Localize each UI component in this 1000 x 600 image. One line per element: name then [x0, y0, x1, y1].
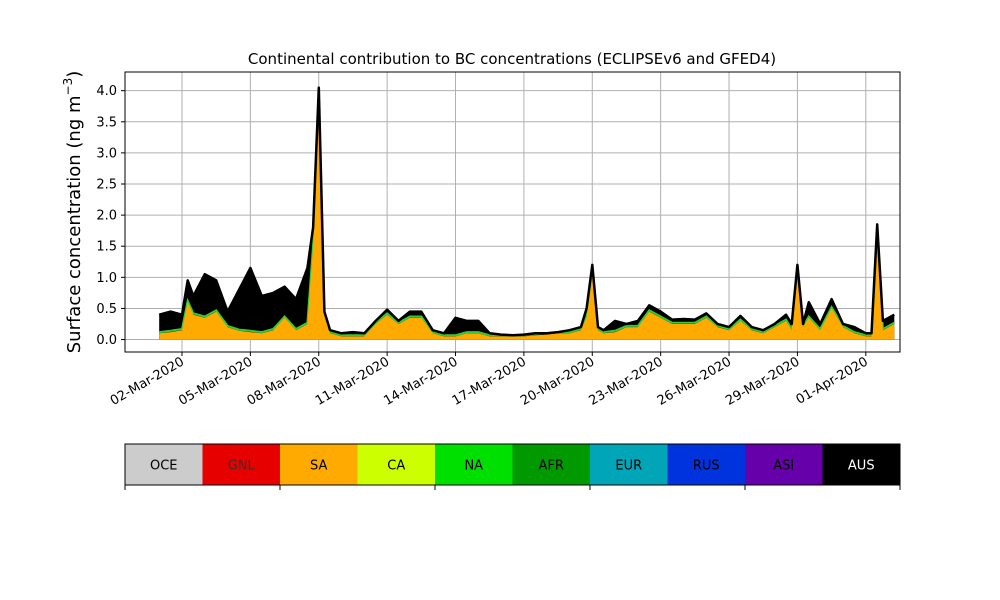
legend: OCE GNL SA CA NA AFR EUR RUS ASI AUS — [124, 443, 901, 490]
x-tick-label: 08-Mar-2020 — [245, 354, 324, 408]
y-tick-label: 0.0 — [96, 333, 117, 348]
y-axis-label-exponent: −3 — [61, 78, 75, 96]
y-tick-label: 2.0 — [96, 209, 117, 224]
y-tick-label: 1.0 — [96, 271, 117, 286]
legend-swatch-ca — [357, 444, 436, 485]
legend-label-aus: AUS — [848, 459, 875, 474]
x-tick-label: 17-Mar-2020 — [450, 354, 529, 408]
legend-label-afr: AFR — [539, 459, 564, 474]
y-tick-label: 2.5 — [96, 178, 117, 193]
x-tick-label: 14-Mar-2020 — [381, 354, 460, 408]
y-tick-label: 4.0 — [96, 84, 117, 99]
legend-frame — [124, 443, 901, 486]
x-tick-label: 11-Mar-2020 — [313, 354, 392, 408]
total-line — [158, 86, 895, 337]
legend-swatch-gnl — [202, 444, 281, 485]
legend-swatch-sa — [280, 444, 358, 485]
x-tick-label: 02-Mar-2020 — [108, 354, 187, 408]
legend-swatch-afr — [512, 444, 591, 485]
series-area-aus — [159, 87, 895, 340]
y-tick-label: 3.5 — [96, 115, 117, 130]
y-axis-label-close: ) — [64, 71, 85, 78]
y-axis-label-main: Surface concentration (ng m — [64, 95, 85, 353]
x-tick-label: 05-Mar-2020 — [176, 354, 255, 408]
plot-areas — [158, 86, 895, 340]
legend-label-sa: SA — [310, 459, 327, 474]
legend-label-rus: RUS — [693, 459, 720, 474]
legend-swatch-aus — [822, 444, 901, 485]
x-tick-label: 20-Mar-2020 — [518, 354, 597, 408]
legend-label-eur: EUR — [615, 459, 642, 474]
x-tick-label: 01-Apr-2020 — [794, 354, 871, 407]
y-axis-label: Surface concentration (ng m−3) — [61, 71, 85, 354]
x-tick-label: 23-Mar-2020 — [587, 354, 666, 408]
legend-label-oce: OCE — [150, 459, 178, 474]
legend-swatch-eur — [590, 444, 668, 485]
chart-title: Continental contribution to BC concentra… — [248, 50, 776, 68]
legend-swatch-na — [435, 444, 513, 485]
legend-label-ca: CA — [387, 459, 405, 474]
y-tick-label: 3.0 — [96, 146, 117, 161]
x-tick-label: 26-Mar-2020 — [655, 354, 734, 408]
legend-swatch-asi — [745, 444, 823, 485]
legend-label-gnl: GNL — [228, 459, 256, 474]
legend-label-na: NA — [464, 459, 483, 474]
y-tick-label: 0.5 — [96, 302, 117, 317]
x-tick-label: 29-Mar-2020 — [723, 354, 802, 408]
legend-label-asi: ASI — [773, 459, 794, 474]
legend-swatch-oce — [125, 444, 203, 485]
y-axis-ticks: 0.0 0.5 1.0 1.5 2.0 2.5 3.0 3.5 4.0 — [96, 84, 125, 348]
legend-swatch-rus — [667, 444, 746, 485]
x-axis-ticks: 02-Mar-202005-Mar-202008-Mar-202011-Mar-… — [108, 352, 871, 409]
y-tick-label: 1.5 — [96, 240, 117, 255]
plot-frame — [124, 71, 901, 353]
